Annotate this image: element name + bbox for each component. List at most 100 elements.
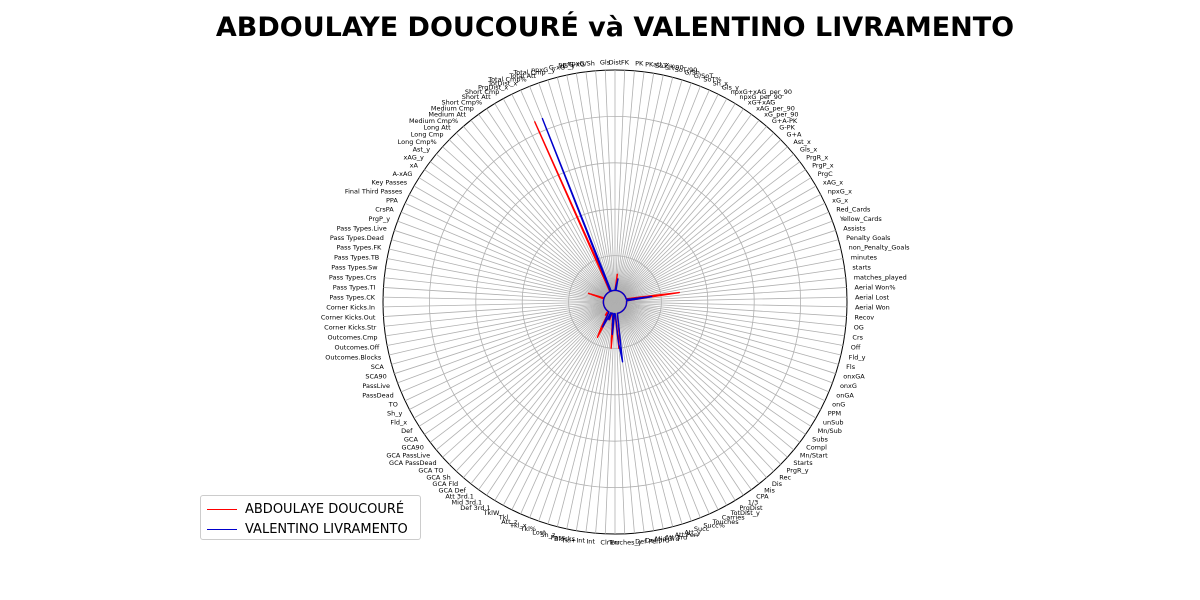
grid-spoke bbox=[556, 77, 616, 303]
category-label: TotDist_x bbox=[487, 79, 517, 87]
grid-spoke bbox=[614, 301, 683, 525]
grid-spoke bbox=[614, 126, 767, 303]
category-label: Aerial Won% bbox=[855, 283, 896, 291]
category-label: TotDist_y bbox=[730, 509, 760, 517]
grid-spoke bbox=[566, 74, 616, 303]
category-label: xG_x bbox=[832, 196, 848, 204]
category-label: Total Att bbox=[508, 72, 536, 80]
category-label: Att 3rd.1 bbox=[445, 493, 474, 501]
legend-entry-doucoure: ABDOULAYE DOUCOURÉ bbox=[207, 499, 414, 519]
grid-spoke bbox=[614, 70, 635, 303]
grid-spoke bbox=[614, 301, 839, 365]
category-label: Gls bbox=[600, 59, 611, 67]
grid-spoke bbox=[614, 194, 821, 303]
legend-swatch-doucoure bbox=[207, 508, 237, 510]
category-label: Lost bbox=[532, 528, 546, 536]
grid-spoke bbox=[614, 146, 788, 303]
grid-spoke bbox=[614, 296, 847, 303]
category-label: Aerial Won bbox=[855, 304, 890, 312]
category-label: FK bbox=[621, 59, 630, 67]
category-label: 1/3 bbox=[748, 498, 758, 506]
grid-spoke bbox=[387, 301, 616, 346]
grid-spoke bbox=[502, 98, 616, 303]
grid-spoke bbox=[614, 132, 775, 303]
grid-spoke bbox=[614, 229, 836, 303]
grid-spoke bbox=[614, 301, 760, 485]
category-label: Tkl bbox=[498, 513, 509, 521]
grid-spoke bbox=[614, 277, 846, 303]
category-label: Mn/Sub bbox=[818, 427, 842, 435]
category-label: Fld_y bbox=[849, 353, 866, 361]
grid-spoke bbox=[585, 301, 616, 533]
category-label: PassDead bbox=[362, 392, 394, 400]
category-label: Pass Types.CK bbox=[329, 293, 375, 301]
category-label: Att Pen bbox=[675, 531, 698, 539]
grid-spoke bbox=[566, 301, 616, 530]
category-label: Tkl_x bbox=[509, 522, 527, 530]
grid-spoke bbox=[614, 301, 782, 465]
grid-spoke bbox=[385, 301, 616, 337]
category-label: Mn/Start bbox=[800, 451, 828, 459]
category-label: onxGA bbox=[843, 373, 865, 381]
category-label: SCA bbox=[371, 363, 385, 371]
grid-spoke bbox=[614, 301, 626, 534]
category-label: Sh_z bbox=[540, 531, 555, 539]
grid-spoke bbox=[614, 301, 806, 435]
grid-spoke bbox=[538, 301, 616, 522]
grid-spoke bbox=[383, 296, 616, 303]
category-label: Def 3rd.1 bbox=[460, 504, 490, 512]
category-label: Pass Types.Live bbox=[337, 224, 387, 232]
grid-spoke bbox=[529, 301, 616, 518]
category-label: PPA bbox=[386, 196, 398, 204]
category-label: Succ bbox=[694, 525, 710, 533]
grid-spoke bbox=[614, 119, 760, 303]
grid-spoke bbox=[614, 301, 845, 337]
category-label: Carries bbox=[722, 513, 746, 521]
category-label: np:G-xG bbox=[558, 60, 585, 68]
category-label: minutes bbox=[851, 254, 878, 262]
category-label: TO bbox=[388, 401, 398, 409]
category-label: Key Passes bbox=[372, 179, 408, 187]
grid-spoke bbox=[614, 301, 788, 458]
category-label: Pass Types.Crs bbox=[329, 273, 377, 281]
category-label: non_Penalty_Goals bbox=[849, 244, 911, 252]
grid-spoke bbox=[614, 301, 846, 327]
grid-spoke bbox=[614, 301, 817, 419]
grid-spoke bbox=[397, 220, 616, 303]
grid-spoke bbox=[614, 301, 664, 530]
grid-spoke bbox=[614, 94, 719, 303]
grid-spoke bbox=[470, 119, 616, 303]
category-label: Def bbox=[401, 427, 413, 435]
category-label: Tkl% bbox=[519, 525, 536, 533]
grid-spoke bbox=[494, 103, 616, 303]
category-label: Medium Cmp% bbox=[409, 117, 458, 125]
category-label: Assists bbox=[843, 224, 866, 232]
grid-spoke bbox=[614, 301, 841, 356]
category-label: Dis bbox=[772, 480, 783, 488]
category-label: A-xAG bbox=[392, 170, 412, 178]
category-label: G/SoT bbox=[694, 72, 713, 80]
category-label: Long Att bbox=[423, 124, 451, 132]
grid-spoke bbox=[614, 82, 692, 303]
grid-spoke bbox=[442, 301, 616, 458]
category-label: Pass Types.FK bbox=[336, 244, 382, 252]
grid-spoke bbox=[494, 301, 616, 501]
category-label: xA bbox=[410, 162, 419, 170]
category-label: Compl bbox=[806, 444, 827, 452]
legend-label-doucoure: ABDOULAYE DOUCOURÉ bbox=[245, 501, 405, 517]
radar-grid bbox=[382, 69, 848, 535]
legend-entry-livramento: VALENTINO LIVRAMENTO bbox=[207, 519, 414, 539]
grid-spoke bbox=[435, 153, 616, 303]
category-label: Long Cmp% bbox=[398, 138, 437, 146]
category-label: GCA Fld bbox=[432, 480, 458, 488]
grid-spoke bbox=[614, 220, 833, 303]
category-labels: Dist FK PK PKatt_xSoT_xSh/90SoT/90G/ShG/SoT… bbox=[321, 59, 910, 547]
grid-spoke bbox=[614, 301, 826, 402]
grid-spoke bbox=[614, 74, 664, 303]
grid-spoke bbox=[384, 277, 616, 303]
category-label: PrgR_y bbox=[786, 466, 808, 474]
grid-spoke bbox=[463, 126, 616, 303]
grid-spoke bbox=[614, 114, 752, 303]
category-label: Sh_y bbox=[387, 410, 402, 418]
